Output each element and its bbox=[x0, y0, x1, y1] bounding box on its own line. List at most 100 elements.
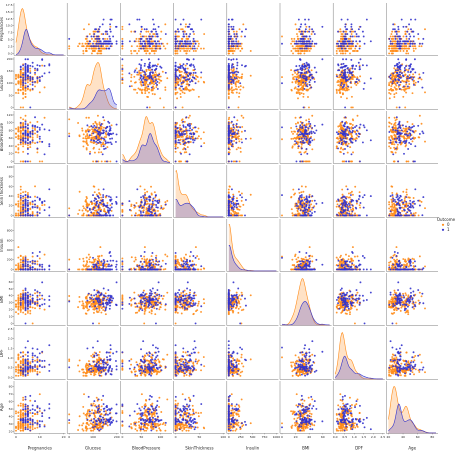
scatter-point-outcome-1 bbox=[19, 121, 22, 124]
scatter-point-outcome-0 bbox=[36, 120, 39, 123]
scatter-point-outcome-0 bbox=[336, 40, 339, 43]
scatter-point-outcome-1 bbox=[156, 33, 159, 35]
scatter-point-outcome-1 bbox=[185, 116, 188, 119]
scatter-point-outcome-0 bbox=[396, 37, 399, 40]
scatter-point-outcome-1 bbox=[68, 135, 71, 138]
scatter-point-outcome-1 bbox=[179, 42, 182, 45]
scatter-point-outcome-1 bbox=[405, 42, 407, 45]
scatter-point-outcome-0 bbox=[347, 37, 350, 40]
scatter-point-outcome-0 bbox=[143, 35, 146, 38]
scatter-point-outcome-1 bbox=[92, 132, 95, 135]
scatter-point-outcome-1 bbox=[188, 25, 190, 28]
scatter-point-outcome-1 bbox=[232, 80, 235, 83]
scatter-point-outcome-1 bbox=[174, 37, 177, 40]
scatter-point-outcome-1 bbox=[396, 82, 399, 84]
scatter-point-outcome-1 bbox=[148, 61, 151, 64]
scatter-point-outcome-1 bbox=[227, 141, 230, 144]
scatter-point-outcome-1 bbox=[192, 141, 195, 144]
scatter-point-outcome-1 bbox=[26, 148, 29, 150]
scatter-point-outcome-1 bbox=[230, 42, 233, 45]
scatter-point-outcome-0 bbox=[388, 47, 391, 50]
scatter-point-outcome-0 bbox=[83, 140, 85, 143]
scatter-point-outcome-1 bbox=[19, 141, 22, 144]
scatter-point-outcome-1 bbox=[393, 64, 396, 67]
scatter-point-outcome-0 bbox=[296, 33, 298, 35]
scatter-point-outcome-1 bbox=[398, 73, 401, 76]
scatter-point-outcome-1 bbox=[121, 58, 124, 61]
scatter-point-outcome-1 bbox=[148, 42, 151, 45]
scatter-point-outcome-1 bbox=[109, 129, 112, 132]
scatter-point-outcome-0 bbox=[140, 80, 142, 83]
scatter-point-outcome-1 bbox=[357, 79, 360, 82]
scatter-point-outcome-1 bbox=[399, 35, 401, 38]
scatter-point-outcome-1 bbox=[344, 33, 347, 35]
scatter-point-outcome-0 bbox=[151, 92, 154, 95]
scatter-point-outcome-1 bbox=[306, 45, 309, 48]
scatter-point-outcome-1 bbox=[227, 126, 230, 129]
scatter-point-outcome-1 bbox=[405, 35, 408, 38]
scatter-point-outcome-0 bbox=[191, 45, 194, 48]
scatter-point-outcome-1 bbox=[174, 18, 177, 21]
scatter-point-outcome-0 bbox=[92, 160, 95, 163]
scatter-point-outcome-1 bbox=[312, 30, 315, 33]
scatter-point-outcome-1 bbox=[417, 80, 420, 83]
scatter-point-outcome-0 bbox=[145, 52, 148, 55]
scatter-point-outcome-1 bbox=[400, 72, 403, 75]
scatter-point-outcome-1 bbox=[350, 23, 353, 26]
scatter-point-outcome-0 bbox=[36, 151, 39, 154]
scatter-point-outcome-0 bbox=[189, 141, 192, 143]
scatter-point-outcome-0 bbox=[121, 28, 124, 31]
scatter-point-outcome-1 bbox=[90, 45, 93, 48]
scatter-point-outcome-1 bbox=[300, 147, 303, 150]
scatter-point-outcome-0 bbox=[395, 47, 398, 50]
scatter-point-outcome-1 bbox=[148, 76, 151, 79]
scatter-point-outcome-1 bbox=[182, 120, 185, 123]
scatter-point-outcome-0 bbox=[298, 151, 301, 154]
scatter-point-outcome-0 bbox=[342, 148, 345, 151]
scatter-point-outcome-1 bbox=[412, 83, 415, 86]
scatter-point-outcome-0 bbox=[234, 83, 237, 86]
scatter-point-outcome-1 bbox=[43, 153, 46, 156]
scatter-point-outcome-1 bbox=[344, 35, 347, 38]
scatter-point-outcome-1 bbox=[48, 143, 51, 146]
scatter-point-outcome-1 bbox=[303, 40, 305, 43]
scatter-point-outcome-1 bbox=[409, 64, 412, 67]
scatter-point-outcome-0 bbox=[339, 150, 342, 153]
scatter-point-outcome-1 bbox=[244, 137, 247, 140]
scatter-point-outcome-1 bbox=[92, 42, 94, 45]
scatter-point-outcome-1 bbox=[227, 37, 230, 40]
scatter-point-outcome-1 bbox=[186, 129, 189, 132]
scatter-point-outcome-1 bbox=[344, 137, 347, 140]
scatter-point-outcome-1 bbox=[227, 30, 230, 33]
scatter-point-outcome-1 bbox=[346, 145, 349, 148]
scatter-point-outcome-1 bbox=[26, 75, 29, 78]
scatter-point-outcome-1 bbox=[105, 42, 108, 45]
scatter-point-outcome-1 bbox=[233, 35, 236, 38]
scatter-point-outcome-0 bbox=[192, 50, 195, 52]
scatter-point-outcome-0 bbox=[306, 89, 309, 92]
scatter-point-outcome-1 bbox=[406, 77, 409, 80]
cell-glucose-vs-skinthickness bbox=[173, 57, 226, 110]
scatter-point-outcome-1 bbox=[22, 139, 25, 142]
scatter-point-outcome-0 bbox=[291, 73, 294, 76]
scatter-point-outcome-1 bbox=[19, 138, 22, 141]
scatter-point-outcome-0 bbox=[188, 50, 191, 52]
scatter-point-outcome-0 bbox=[302, 92, 305, 95]
scatter-point-outcome-1 bbox=[297, 18, 300, 21]
scatter-point-outcome-1 bbox=[299, 74, 302, 77]
scatter-point-outcome-1 bbox=[235, 73, 238, 76]
scatter-point-outcome-1 bbox=[176, 69, 179, 72]
scatter-point-outcome-1 bbox=[128, 40, 131, 43]
scatter-point-outcome-0 bbox=[346, 151, 349, 154]
scatter-point-outcome-1 bbox=[348, 127, 351, 130]
scatter-point-outcome-1 bbox=[392, 23, 395, 26]
scatter-point-outcome-0 bbox=[130, 85, 133, 88]
scatter-point-outcome-1 bbox=[309, 45, 312, 48]
scatter-point-outcome-1 bbox=[227, 137, 230, 140]
scatter-point-outcome-1 bbox=[41, 123, 44, 126]
scatter-point-outcome-1 bbox=[294, 140, 296, 143]
scatter-point-outcome-0 bbox=[140, 83, 143, 86]
scatter-point-outcome-1 bbox=[186, 62, 189, 65]
scatter-point-outcome-1 bbox=[101, 153, 104, 156]
scatter-point-outcome-1 bbox=[29, 64, 32, 67]
